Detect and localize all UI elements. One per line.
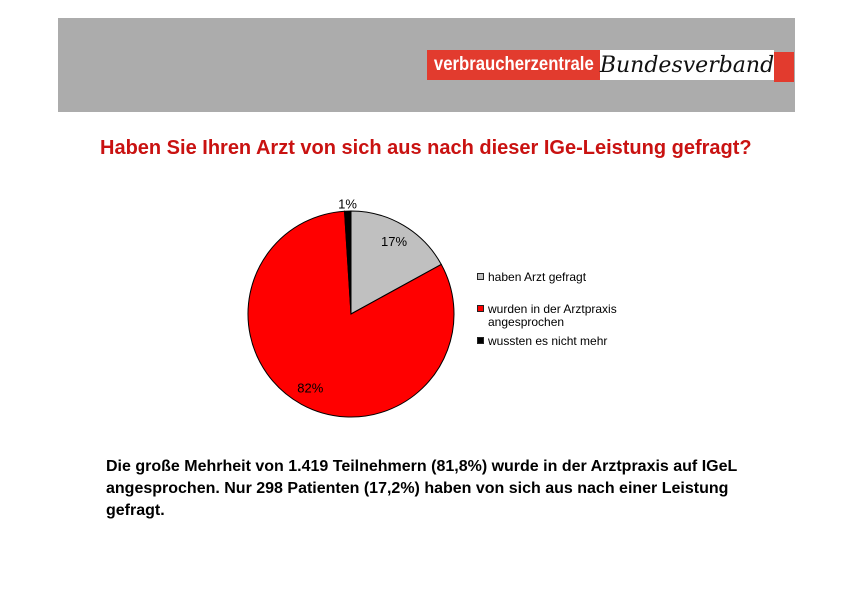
legend-marker-black-icon: [477, 337, 484, 344]
logo-primary-text: verbraucherzentrale: [433, 54, 594, 75]
legend-text: wurden in der Arztpraxis: [488, 302, 617, 316]
pie-slice-wussten-nicht-mehr: [343, 210, 352, 315]
legend-item-arztpraxis-angesprochen: wurden in der Arztpraxis angesprochen: [477, 303, 677, 329]
summary-text: Die große Mehrheit von 1.419 Teilnehmern…: [106, 456, 806, 522]
legend-label: wussten es nicht mehr: [488, 335, 607, 348]
logo-secondary-text: Bundesverband: [599, 52, 775, 78]
legend-label: wurden in der Arztpraxis angesprochen: [488, 303, 617, 329]
legend-label: haben Arzt gefragt: [488, 271, 586, 284]
legend-text: angesprochen: [488, 315, 565, 329]
pie-slice-haben-arzt-gefragt: [350, 210, 442, 315]
pie-slice-arztpraxis-angesprochen: [247, 210, 455, 418]
logo: verbraucherzentrale Bundesverband: [427, 50, 774, 80]
summary-line: angesprochen. Nur 298 Patienten (17,2%) …: [106, 480, 729, 497]
logo-wordmark-primary: verbraucherzentrale: [427, 50, 600, 80]
legend-item-haben-arzt-gefragt: haben Arzt gefragt: [477, 271, 677, 284]
pie-chart-svg: 17% 82% 1%: [247, 196, 455, 418]
header-bar: verbraucherzentrale Bundesverband: [58, 18, 795, 112]
pie-label-haben-arzt-gefragt: 17%: [381, 234, 407, 249]
chart-legend: haben Arzt gefragt wurden in der Arztpra…: [477, 271, 677, 348]
summary-line: Die große Mehrheit von 1.419 Teilnehmern…: [106, 458, 738, 475]
legend-marker-red-icon: [477, 305, 484, 312]
summary-line: gefragt.: [106, 502, 165, 519]
legend-text: haben Arzt gefragt: [488, 270, 587, 284]
pie-chart: 17% 82% 1%: [240, 194, 462, 424]
pie-label-wussten-nicht-mehr: 1%: [338, 196, 357, 211]
pie-label-arztpraxis-angesprochen: 82%: [297, 381, 323, 396]
logo-wordmark-secondary: Bundesverband: [600, 50, 774, 80]
logo-red-square-icon: [774, 52, 794, 82]
legend-marker-gray-icon: [477, 273, 484, 280]
legend-item-wussten-nicht-mehr: wussten es nicht mehr: [477, 335, 677, 348]
slide-title: Haben Sie Ihren Arzt von sich aus nach d…: [100, 137, 752, 159]
legend-text: wussten es nicht mehr: [488, 334, 608, 348]
